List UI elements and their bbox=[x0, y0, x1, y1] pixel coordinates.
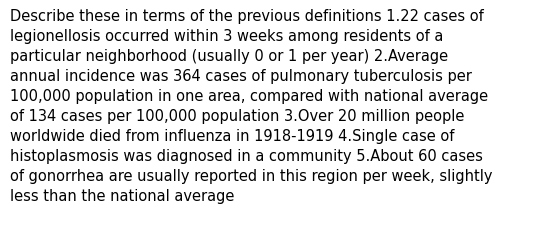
Text: Describe these in terms of the previous definitions 1.22 cases of
legionellosis : Describe these in terms of the previous … bbox=[11, 8, 493, 203]
